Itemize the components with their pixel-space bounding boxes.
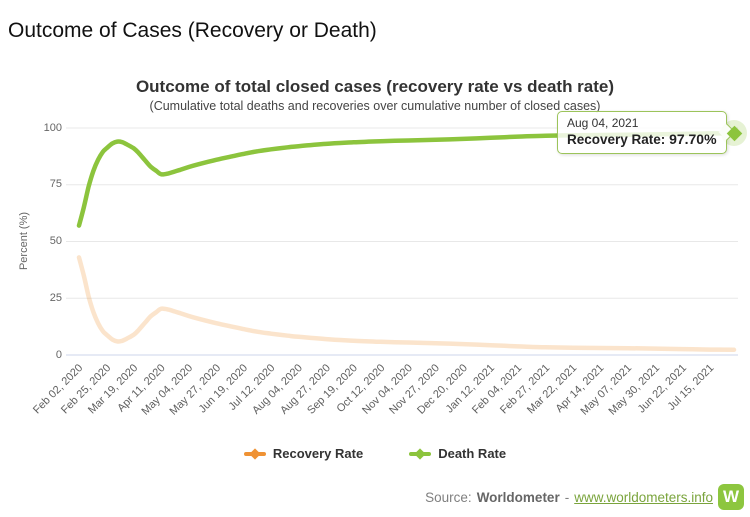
death-rate-series-icon <box>243 447 266 460</box>
legend-item-death-rate[interactable]: Recovery Rate <box>243 446 364 461</box>
chart-tooltip: Aug 04, 2021 Recovery Rate: 97.70% <box>557 111 736 154</box>
page-title: Outcome of Cases (Recovery or Death) <box>8 19 377 43</box>
y-tick-label: 25 <box>49 291 62 304</box>
chart-title: Outcome of total closed cases (recovery … <box>135 77 615 96</box>
source-separator: - <box>564 489 570 505</box>
worldometer-logo-icon[interactable]: W <box>718 484 744 510</box>
recovery-rate-series-icon <box>409 447 432 460</box>
legend-item-recovery-rate[interactable]: Death Rate <box>409 446 506 461</box>
legend-label-death-rate: Recovery Rate <box>272 446 364 461</box>
tooltip-value-line: Recovery Rate: 97.70% <box>567 131 717 147</box>
chart-subtitle: (Cumulative total deaths and recoveries … <box>149 99 601 113</box>
y-tick-label: 50 <box>49 235 62 247</box>
chart-legend: Recovery Rate Death Rate <box>0 446 750 461</box>
tooltip-value: 97.70% <box>669 131 717 147</box>
recovery-rate-line <box>76 130 737 228</box>
source-footer: Source: Worldometer - www.worldometers.i… <box>425 484 744 510</box>
death-rate-line <box>76 255 737 353</box>
worldometers-link[interactable]: www.worldometers.info <box>574 489 713 505</box>
tooltip-date: Aug 04, 2021 <box>567 116 639 130</box>
y-tick-label: 100 <box>43 121 62 134</box>
source-label: Source: <box>425 489 472 505</box>
y-tick-label: 0 <box>55 348 62 361</box>
source-name: Worldometer <box>476 489 560 505</box>
y-tick-label: 75 <box>49 178 62 191</box>
tooltip-series-label: Recovery Rate: <box>567 132 666 147</box>
legend-label-recovery-rate: Death Rate <box>438 446 507 461</box>
